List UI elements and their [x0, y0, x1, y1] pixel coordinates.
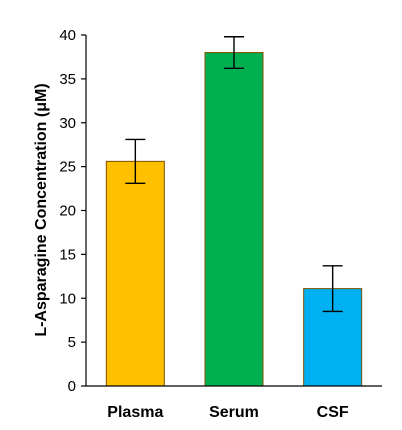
x-category-label: Serum — [209, 404, 259, 421]
y-axis-title: L-Asparagine Concentration (μM) — [33, 83, 50, 336]
y-tick-label: 40 — [59, 27, 76, 44]
bar-plasma — [105, 160, 165, 387]
x-category-label: CSF — [317, 404, 349, 421]
y-axis-ticks: 0 5 10 15 20 25 30 35 40 — [59, 27, 86, 395]
y-tick-label: 0 — [68, 378, 76, 395]
bar-serum — [204, 52, 264, 387]
x-axis-labels: Plasma Serum CSF — [107, 404, 349, 421]
y-tick-label: 35 — [59, 71, 76, 88]
error-bars — [125, 36, 343, 313]
bars — [105, 52, 363, 387]
x-category-label: Plasma — [107, 404, 163, 421]
y-tick-label: 15 — [59, 246, 76, 263]
y-tick-label: 5 — [68, 334, 76, 351]
y-tick-label: 10 — [59, 290, 76, 307]
y-tick-label: 30 — [59, 115, 76, 132]
y-tick-label: 25 — [59, 159, 76, 176]
y-tick-label: 20 — [59, 203, 76, 220]
